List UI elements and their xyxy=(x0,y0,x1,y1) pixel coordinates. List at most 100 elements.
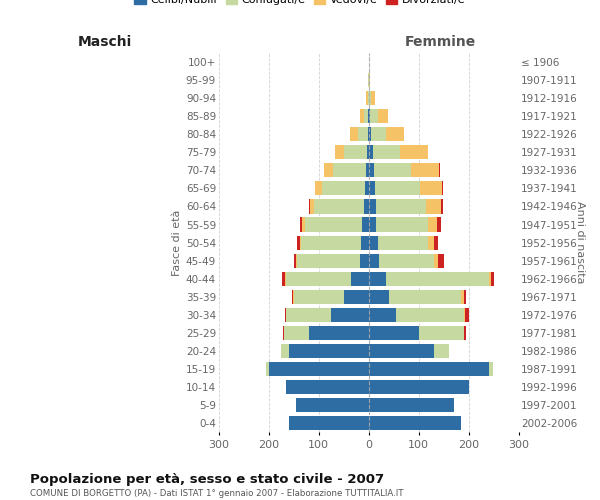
Bar xyxy=(419,326,464,340)
Bar xyxy=(315,182,322,196)
Bar xyxy=(377,109,388,123)
Bar xyxy=(389,290,461,304)
Bar xyxy=(376,200,425,213)
Bar xyxy=(285,308,286,322)
Bar xyxy=(309,200,310,213)
Bar xyxy=(314,200,364,213)
Bar xyxy=(309,326,368,340)
Y-axis label: Anni di nascita: Anni di nascita xyxy=(575,202,585,284)
Bar xyxy=(333,164,365,177)
Bar xyxy=(411,164,439,177)
Bar xyxy=(324,164,333,177)
Bar xyxy=(266,362,269,376)
Bar xyxy=(368,164,374,177)
Bar xyxy=(289,344,368,358)
Bar xyxy=(350,127,358,141)
Y-axis label: Fasce di età: Fasce di età xyxy=(172,210,182,276)
Bar xyxy=(488,272,491,286)
Bar xyxy=(368,272,386,286)
Bar xyxy=(368,380,469,394)
Bar xyxy=(428,218,437,232)
Bar xyxy=(344,290,368,304)
Bar xyxy=(377,236,428,250)
Bar xyxy=(358,127,368,141)
Bar xyxy=(301,236,361,250)
Bar xyxy=(368,127,371,141)
Bar xyxy=(285,272,286,286)
Bar xyxy=(368,362,488,376)
Bar xyxy=(294,254,296,268)
Bar xyxy=(368,145,373,160)
Bar xyxy=(386,127,404,141)
Bar xyxy=(289,416,368,430)
Bar xyxy=(434,236,437,250)
Bar xyxy=(286,272,351,286)
Bar xyxy=(434,344,449,358)
Bar xyxy=(296,254,297,268)
Bar xyxy=(366,91,368,105)
Bar xyxy=(368,416,461,430)
Bar xyxy=(361,236,368,250)
Bar xyxy=(368,254,379,268)
Text: Maschi: Maschi xyxy=(78,35,132,49)
Bar xyxy=(310,200,314,213)
Bar xyxy=(351,272,368,286)
Bar xyxy=(368,218,376,232)
Bar xyxy=(300,236,301,250)
Bar xyxy=(370,109,377,123)
Bar xyxy=(360,109,364,123)
Bar xyxy=(464,308,465,322)
Bar xyxy=(428,236,434,250)
Bar xyxy=(335,145,344,160)
Bar xyxy=(440,200,443,213)
Bar xyxy=(368,236,377,250)
Bar xyxy=(292,290,293,304)
Bar xyxy=(300,218,302,232)
Bar xyxy=(322,182,365,196)
Bar xyxy=(364,109,368,123)
Bar xyxy=(286,308,331,322)
Bar xyxy=(369,73,370,87)
Bar xyxy=(379,254,434,268)
Bar xyxy=(296,398,368,412)
Bar xyxy=(365,182,368,196)
Bar xyxy=(297,254,359,268)
Bar xyxy=(396,308,464,322)
Bar xyxy=(425,200,440,213)
Bar xyxy=(368,326,419,340)
Bar xyxy=(364,200,368,213)
Bar xyxy=(286,380,368,394)
Bar xyxy=(368,308,396,322)
Bar xyxy=(374,164,411,177)
Bar xyxy=(464,290,466,304)
Bar xyxy=(488,362,493,376)
Bar xyxy=(305,218,362,232)
Bar xyxy=(461,290,464,304)
Bar xyxy=(437,218,441,232)
Text: Femmine: Femmine xyxy=(405,35,476,49)
Bar xyxy=(437,254,443,268)
Bar xyxy=(373,145,400,160)
Bar xyxy=(371,91,375,105)
Bar xyxy=(344,145,367,160)
Bar xyxy=(374,182,419,196)
Bar xyxy=(368,200,376,213)
Bar xyxy=(400,145,428,160)
Bar xyxy=(294,290,344,304)
Bar xyxy=(464,326,466,340)
Bar xyxy=(368,109,370,123)
Bar xyxy=(419,182,442,196)
Bar xyxy=(491,272,494,286)
Bar xyxy=(282,272,285,286)
Bar xyxy=(297,236,300,250)
Bar xyxy=(359,254,368,268)
Bar xyxy=(369,91,371,105)
Bar xyxy=(434,254,437,268)
Text: COMUNE DI BORGETTO (PA) - Dati ISTAT 1° gennaio 2007 - Elaborazione TUTTITALIA.I: COMUNE DI BORGETTO (PA) - Dati ISTAT 1° … xyxy=(30,489,404,498)
Bar xyxy=(331,308,368,322)
Text: Popolazione per età, sesso e stato civile - 2007: Popolazione per età, sesso e stato civil… xyxy=(30,472,384,486)
Bar xyxy=(365,164,368,177)
Bar xyxy=(371,127,386,141)
Bar xyxy=(302,218,305,232)
Bar xyxy=(465,308,469,322)
